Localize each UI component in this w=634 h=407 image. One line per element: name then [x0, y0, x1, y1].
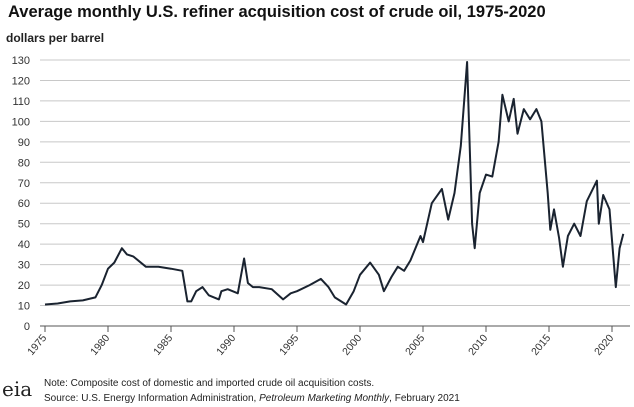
y-tick-label: 10 [18, 301, 30, 313]
x-tick-label: 2005 [403, 332, 427, 358]
x-tick-label: 1995 [277, 332, 301, 358]
y-tick-label: 100 [12, 116, 30, 128]
x-tick-label: 2015 [529, 332, 553, 358]
x-tick-label: 1985 [151, 332, 175, 358]
eia-logo: eia [2, 377, 33, 401]
y-tick-label: 60 [18, 198, 30, 210]
y-tick-label: 20 [18, 280, 30, 292]
x-tick-label: 1980 [88, 332, 112, 358]
source-prefix: Source: U.S. Energy Information Administ… [44, 393, 260, 404]
y-tick-label: 70 [18, 178, 30, 190]
x-tick-label: 2020 [592, 332, 616, 358]
source-publication: Petroleum Marketing Monthly [259, 393, 390, 404]
y-tick-label: 40 [18, 239, 30, 251]
y-tick-label: 0 [24, 321, 30, 333]
x-tick-label: 1975 [25, 332, 49, 358]
source-date: , February 2021 [389, 393, 460, 404]
y-tick-label: 90 [18, 137, 30, 149]
x-tick-label: 2010 [466, 332, 490, 358]
footnote: Note: Composite cost of domestic and imp… [44, 378, 375, 389]
x-tick-label: 1990 [214, 332, 238, 358]
x-tick-label: 2000 [340, 332, 364, 358]
y-tick-label: 120 [12, 75, 30, 87]
source-line: Source: U.S. Energy Information Administ… [44, 393, 460, 404]
y-tick-label: 80 [18, 157, 30, 169]
y-tick-label: 130 [12, 55, 30, 67]
y-axis-label: dollars per barrel [6, 31, 105, 45]
chart-title: Average monthly U.S. refiner acquisition… [8, 3, 546, 21]
series-line [44, 61, 625, 306]
y-tick-label: 50 [18, 219, 30, 231]
y-tick-label: 30 [18, 260, 30, 272]
y-tick-label: 110 [12, 96, 30, 108]
